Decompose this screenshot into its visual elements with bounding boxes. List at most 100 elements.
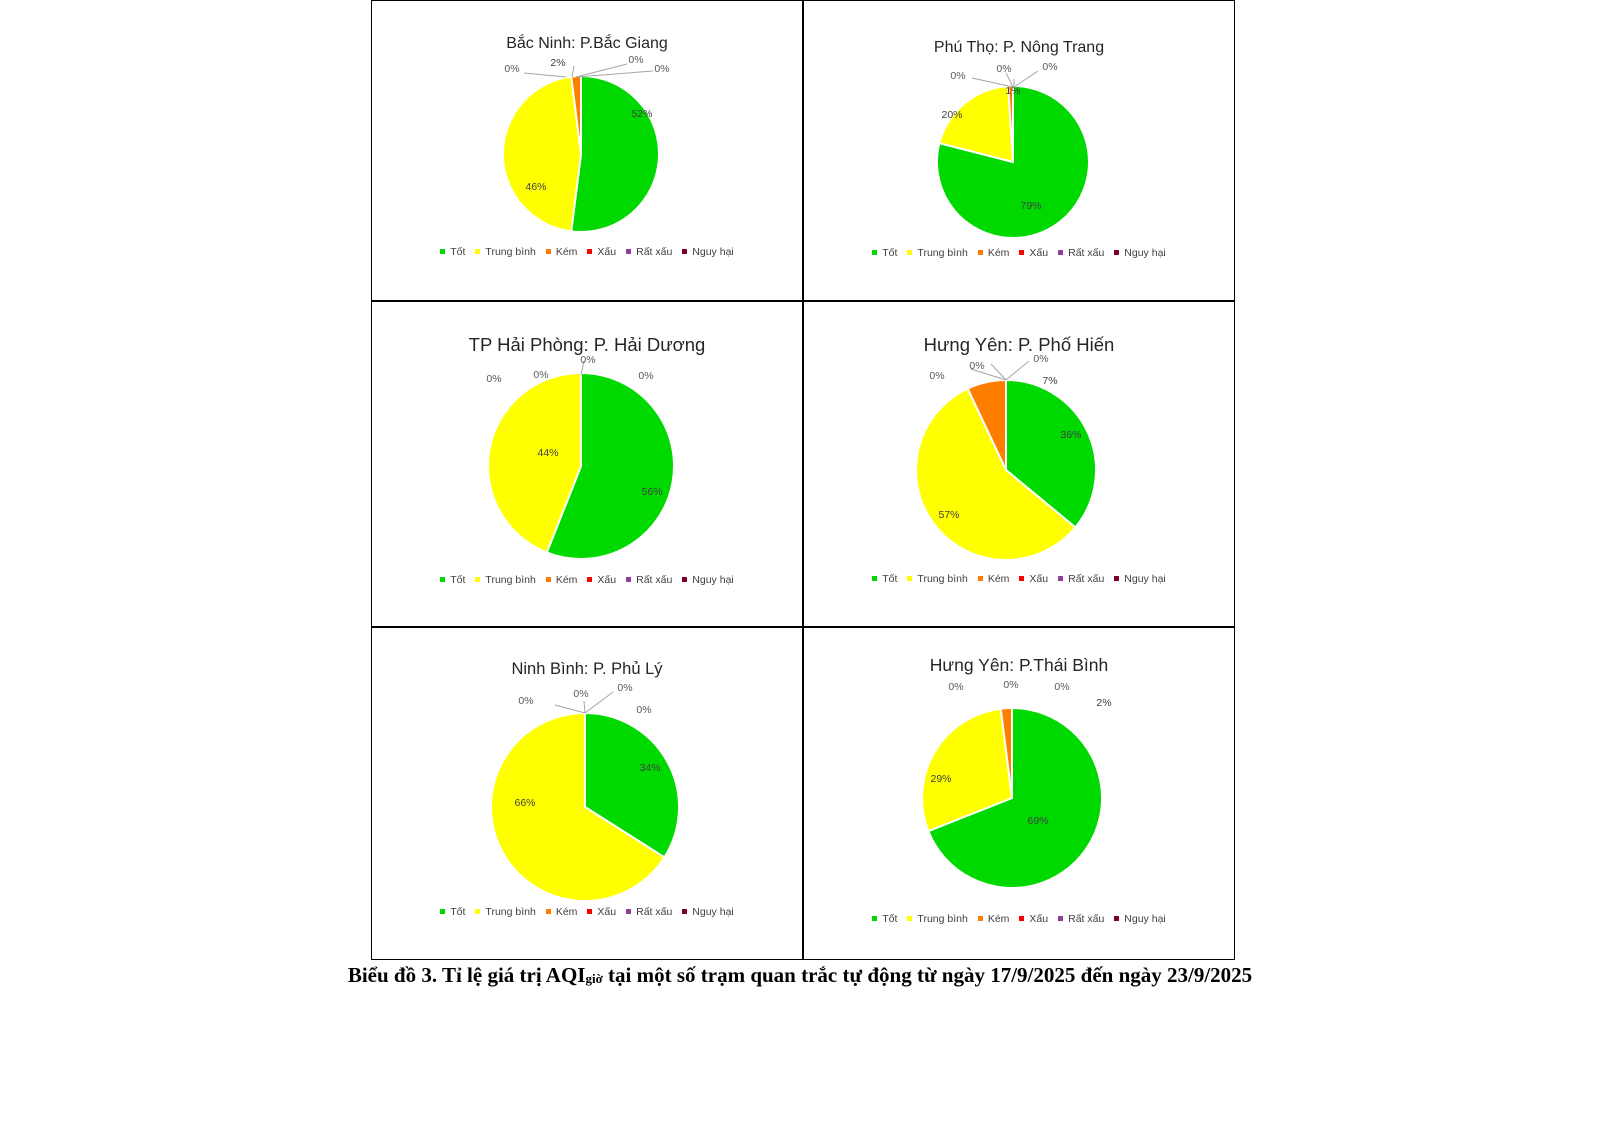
data-label: 0% [969,360,984,372]
leader-line [584,691,614,714]
legend-item: Trung bình [475,574,536,586]
data-label: 0% [486,373,501,385]
legend-label: Xấu [1029,247,1049,259]
leader-line [575,63,628,78]
legend-item: Xấu [587,574,616,586]
legend-label: Nguy hại [692,246,734,258]
legend-swatch [1058,915,1064,921]
legend-swatch [907,915,913,921]
legend-swatch [907,575,913,581]
legend-label: Tốt [882,573,898,585]
leader-line [583,700,586,714]
chart-legend: Tốt Trung bình Kém Xấu Rất xấu Nguy hại [804,247,1234,259]
chart-panel-3: TP Hải Phòng: P. Hải Dương 56% 44% 0% 0% 0% 0%… [371,301,803,627]
leader-line [1013,70,1039,88]
legend-label: Xấu [597,906,617,918]
legend-item: Tốt [440,906,465,918]
legend-swatch [872,915,878,921]
data-label: 0% [580,354,595,366]
legend-swatch [1019,249,1025,255]
pie-chart: 56% 44% 0% 0% 0% 0% [486,354,675,560]
pie-slice-trung-bình [915,387,1077,561]
pie-slice-tốt [927,706,1103,889]
data-label: 0% [1042,61,1057,73]
pie-slice-trung-bình [938,85,1015,164]
legend-label: Rất xấu [1068,247,1105,259]
pie-slice-trung-bình [502,75,583,233]
legend-item: Nguy hại [682,246,734,258]
chart-panel-2: Phú Thọ: P. Nông Trang 79% 20% 1% 0% 0% 0% Tốt T… [803,0,1235,301]
legend-label: Xấu [1029,573,1049,585]
legend-item: Nguy hại [1114,573,1166,585]
chart-panel-6: Hưng Yên: P.Thái Bình 69% 29% 2% 0% 0% 0% Tốt Tr… [803,627,1235,960]
legend-label: Kém [555,574,578,586]
data-label: 0% [573,688,588,700]
legend-item: Kém [977,247,1010,259]
legend-label: Trung bình [917,573,968,585]
legend-swatch [977,575,983,581]
legend-swatch [1058,575,1064,581]
pie-slice-tốt [1005,378,1097,529]
data-label: 0% [628,54,643,66]
data-label: 52% [631,108,652,120]
pie-slice-trung-bình [490,711,666,902]
caption-prefix: Biểu đồ 3. Tỉ lệ giá trị AQI [347,963,586,987]
leader-line [523,72,567,78]
legend-item: Kém [545,246,577,258]
pie-slice-tốt [545,371,675,560]
legend-item: Tốt [872,247,897,259]
chart-legend: Tốt Trung bình Kém Xấu Rất xấu Nguy hại [804,573,1234,585]
chart-panel-4: Hưng Yên: P. Phố Hiến 36% 57% 7% 0% 0% 0% Tốt Tr… [803,301,1235,627]
legend-label: Rất xấu [636,574,673,586]
legend-item: Tốt [440,246,465,258]
legend-label: Rất xấu [1068,913,1105,925]
data-label: 20% [941,109,962,121]
data-label: 1% [1005,85,1020,97]
data-label: 0% [1054,681,1069,693]
leader-line [554,704,586,714]
legend-item: Trung bình [475,906,536,918]
legend-swatch [475,908,481,914]
caption-suffix: tại một số trạm quan trắc tự động từ ngà… [602,963,1253,987]
legend-swatch [682,576,688,582]
legend-item: Xấu [1019,573,1048,585]
legend-label: Tốt [450,246,466,258]
pie-chart: 79% 20% 1% 0% 0% 0% [936,61,1090,239]
data-label: 57% [938,509,959,521]
data-label: 0% [996,63,1011,75]
pie-slice-tốt [570,74,660,233]
legend-swatch [440,248,446,254]
data-label: 0% [617,682,632,694]
chart-title: Bắc Ninh: P.Bắc Giang [506,35,668,52]
legend-item: Xấu [1019,247,1048,259]
legend-swatch [1058,249,1064,255]
legend-item: Tốt [872,573,897,585]
legend-swatch [1114,249,1120,255]
data-label: 0% [929,370,944,382]
legend-swatch [872,575,878,581]
legend-swatch [977,249,983,255]
leader-line [576,70,654,78]
pie-chart: 34% 66% 0% 0% 0% 0% [490,682,680,902]
chart-title: Ninh Bình: P. Phủ Lý [511,660,663,678]
data-label: 0% [1003,679,1018,691]
legend-swatch [1019,915,1025,921]
legend-swatch [682,248,688,254]
legend-label: Rất xấu [1068,573,1105,585]
legend-item: Trung bình [907,247,968,259]
legend-swatch [475,248,481,254]
legend-label: Nguy hại [692,906,734,918]
pie-chart: 36% 57% 7% 0% 0% 0% [915,353,1097,561]
legend-label: Kém [987,247,1010,259]
legend-item: Rất xấu [626,574,672,586]
legend-swatch [587,908,593,914]
legend-swatch [1019,575,1025,581]
chart-panel-5: Ninh Bình: P. Phủ Lý 34% 66% 0% 0% 0% 0% Tốt Tru… [371,627,803,960]
data-label: 2% [1096,697,1111,709]
chart-panel-1: Bắc Ninh: P.Bắc Giang 52% 46% 2% 0% 0% 0% Tốt Tr… [371,0,803,301]
data-label: 66% [514,797,535,809]
legend-item: Kém [977,573,1009,585]
legend-item: Rất xấu [1058,913,1104,925]
data-label: 0% [638,370,653,382]
legend-swatch [977,915,983,921]
